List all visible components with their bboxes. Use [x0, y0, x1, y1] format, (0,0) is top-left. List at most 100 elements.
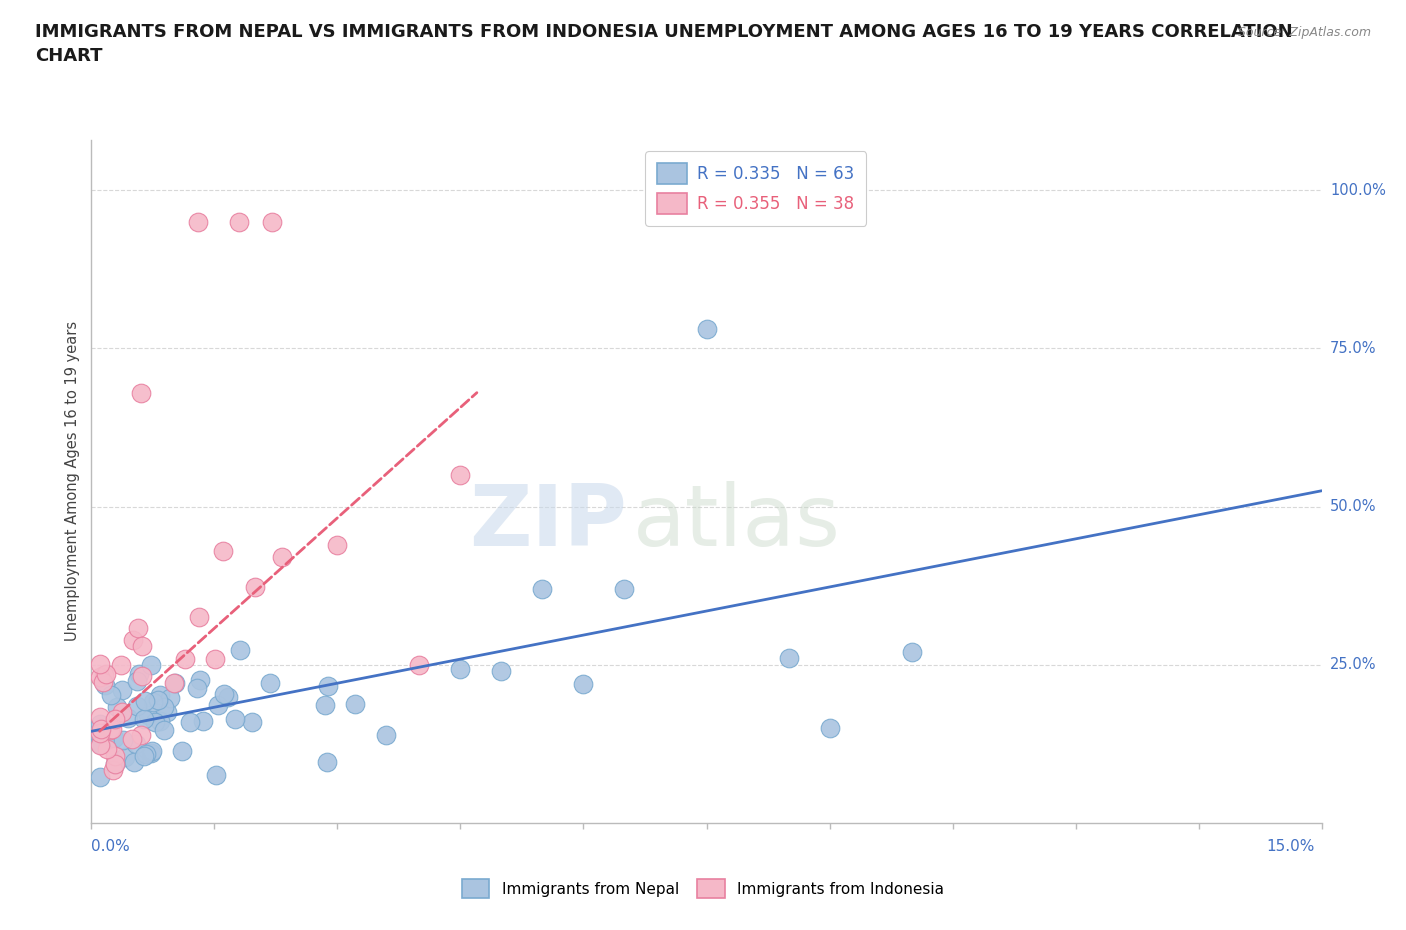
Point	[117, 711, 139, 725]
Point	[100, 687, 122, 702]
Point	[531, 581, 554, 596]
Point	[114, 750, 136, 764]
Point	[136, 708, 159, 723]
Point	[217, 690, 239, 705]
Point	[139, 658, 162, 672]
Text: 25.0%: 25.0%	[1330, 658, 1376, 672]
Point	[94, 666, 117, 681]
Point	[89, 737, 111, 752]
Point	[449, 661, 471, 676]
Point	[131, 639, 153, 654]
Point	[408, 658, 430, 672]
Point	[94, 677, 117, 692]
Point	[89, 725, 111, 740]
Legend: Immigrants from Nepal, Immigrants from Indonesia: Immigrants from Nepal, Immigrants from I…	[454, 871, 952, 906]
Point	[89, 657, 111, 671]
Point	[818, 721, 841, 736]
Y-axis label: Unemployment Among Ages 16 to 19 years: Unemployment Among Ages 16 to 19 years	[65, 321, 80, 642]
Point	[900, 644, 922, 659]
Point	[89, 716, 111, 731]
Point	[491, 664, 513, 679]
Point	[343, 697, 366, 711]
Point	[153, 699, 176, 714]
Point	[245, 580, 267, 595]
Point	[121, 731, 143, 746]
Point	[240, 714, 263, 729]
Point	[260, 214, 283, 229]
Point	[142, 695, 165, 710]
Point	[229, 642, 252, 657]
Point	[93, 668, 115, 683]
Point	[125, 698, 148, 713]
Text: 15.0%: 15.0%	[1267, 839, 1315, 854]
Point	[572, 676, 595, 691]
Point	[111, 683, 134, 698]
Point	[127, 674, 149, 689]
Point	[129, 385, 152, 400]
Point	[100, 722, 122, 737]
Point	[103, 730, 125, 745]
Point	[128, 667, 150, 682]
Point	[188, 610, 211, 625]
Text: 50.0%: 50.0%	[1330, 499, 1376, 514]
Point	[214, 687, 236, 702]
Point	[104, 756, 127, 771]
Point	[165, 676, 187, 691]
Point	[89, 729, 111, 744]
Point	[146, 693, 169, 708]
Point	[179, 714, 201, 729]
Point	[228, 214, 250, 229]
Point	[204, 652, 226, 667]
Point	[449, 468, 471, 483]
Point	[188, 673, 211, 688]
Point	[89, 770, 111, 785]
Point	[111, 705, 134, 720]
Point	[695, 322, 717, 337]
Point	[104, 749, 127, 764]
Point	[89, 670, 111, 684]
Point	[259, 676, 281, 691]
Point	[149, 687, 172, 702]
Point	[143, 714, 166, 729]
Point	[98, 723, 121, 737]
Point	[375, 728, 398, 743]
Point	[104, 756, 127, 771]
Point	[135, 747, 157, 762]
Point	[89, 710, 111, 724]
Point	[186, 681, 208, 696]
Point	[159, 691, 181, 706]
Point	[163, 676, 186, 691]
Point	[314, 698, 336, 712]
Point	[149, 713, 172, 728]
Point	[205, 767, 228, 782]
Point	[101, 763, 124, 777]
Text: 75.0%: 75.0%	[1330, 341, 1376, 356]
Point	[139, 745, 162, 760]
Point	[174, 651, 197, 666]
Point	[122, 632, 145, 647]
Point	[90, 721, 112, 736]
Point	[613, 581, 636, 596]
Point	[132, 711, 155, 726]
Point	[134, 694, 156, 709]
Point	[112, 732, 135, 747]
Text: 0.0%: 0.0%	[91, 839, 131, 854]
Legend: R = 0.335   N = 63, R = 0.355   N = 38: R = 0.335 N = 63, R = 0.355 N = 38	[645, 152, 866, 226]
Point	[316, 679, 339, 694]
Point	[193, 713, 215, 728]
Point	[187, 214, 209, 229]
Point	[110, 658, 132, 672]
Point	[131, 669, 153, 684]
Point	[129, 728, 152, 743]
Point	[125, 737, 148, 751]
Point	[122, 755, 145, 770]
Point	[270, 550, 292, 565]
Point	[153, 723, 176, 737]
Text: IMMIGRANTS FROM NEPAL VS IMMIGRANTS FROM INDONESIA UNEMPLOYMENT AMONG AGES 16 TO: IMMIGRANTS FROM NEPAL VS IMMIGRANTS FROM…	[35, 23, 1292, 65]
Point	[104, 711, 127, 726]
Text: 100.0%: 100.0%	[1330, 182, 1386, 198]
Point	[316, 754, 339, 769]
Point	[170, 744, 193, 759]
Point	[156, 705, 179, 720]
Text: ZIP: ZIP	[468, 481, 627, 564]
